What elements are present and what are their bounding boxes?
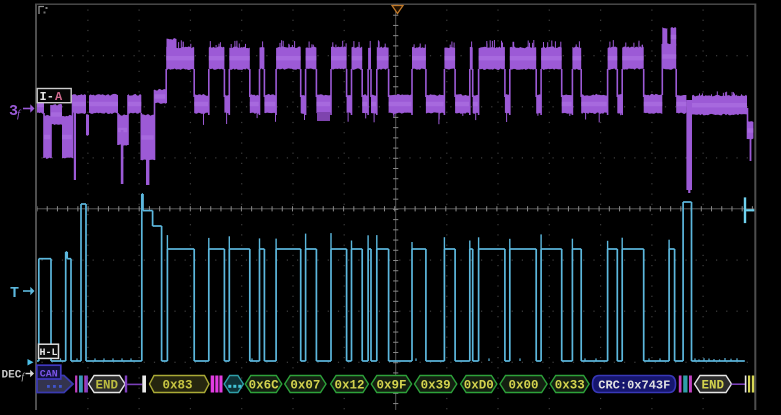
svg-text:END: END <box>96 379 119 393</box>
svg-text:0x39: 0x39 <box>421 379 451 393</box>
svg-text:f: f <box>17 108 22 120</box>
svg-text:0x33: 0x33 <box>555 379 585 393</box>
svg-text:0x12: 0x12 <box>334 379 364 393</box>
svg-text:0xD0: 0xD0 <box>464 379 494 393</box>
svg-text:A: A <box>55 90 63 104</box>
svg-text:3: 3 <box>9 103 18 120</box>
svg-text:CRC:0x743F: CRC:0x743F <box>598 379 670 393</box>
svg-text:END: END <box>702 379 725 393</box>
svg-text:0x9F: 0x9F <box>376 379 406 393</box>
svg-text:H-L: H-L <box>39 348 57 359</box>
svg-text:0x83: 0x83 <box>162 379 192 393</box>
svg-text:0x07: 0x07 <box>290 379 320 393</box>
svg-text:CAN: CAN <box>40 369 58 380</box>
svg-text:DEC: DEC <box>2 370 22 382</box>
svg-text:0x6C: 0x6C <box>249 379 280 393</box>
svg-text:0x00: 0x00 <box>508 379 538 393</box>
svg-text:f: f <box>22 372 26 382</box>
svg-text:I-: I- <box>40 90 54 104</box>
svg-text:T: T <box>10 285 19 302</box>
